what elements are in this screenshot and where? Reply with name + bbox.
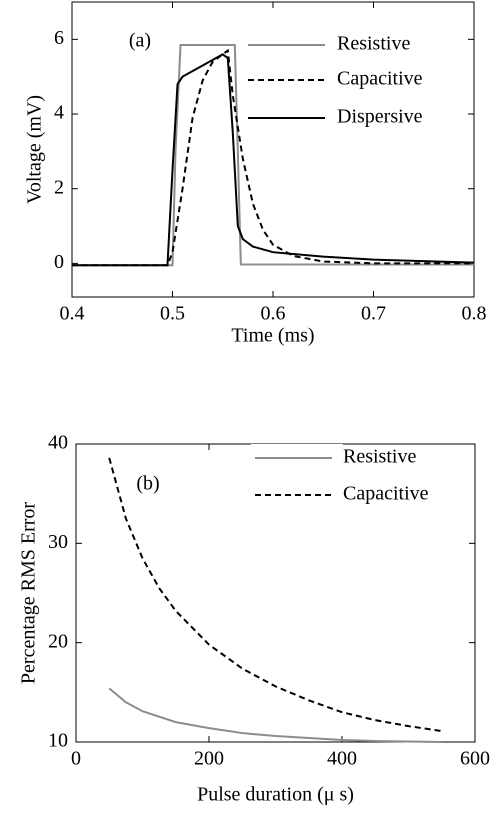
legend-label: Resistive [337,33,410,55]
y-tick-label: 30 [48,531,68,553]
x-tick-label: 0.4 [60,303,85,325]
x-tick-label: 0.7 [361,303,386,325]
x-tick-label: 0.8 [462,303,487,325]
y-tick-label: 20 [48,630,68,652]
x-tick-label: 0 [71,748,81,770]
x-axis-label: Pulse duration (μ s) [197,784,354,806]
y-tick-label: 0 [54,251,64,273]
y-tick-label: 6 [54,27,64,49]
data-line [72,53,475,267]
data-line [108,687,442,743]
x-tick-label: 0.6 [261,303,286,325]
annotation: (a) [129,30,151,52]
data-line [72,48,474,267]
y-tick-label: 4 [54,102,64,124]
y-tick-label: 2 [54,176,64,198]
y-axis-label: Voltage (mV) [24,95,46,204]
y-tick-label: 10 [48,730,68,752]
legend-label: Capacitive [337,68,423,90]
y-tick-label: 40 [48,432,68,454]
x-tick-label: 200 [194,748,224,770]
legend-label: Resistive [343,446,416,468]
y-axis-label: Percentage RMS Error [18,502,40,685]
annotation: (b) [136,473,159,495]
x-tick-label: 0.5 [160,303,185,325]
x-axis-label: Time (ms) [231,325,314,347]
legend-label: Capacitive [343,483,429,505]
data-line [72,43,474,267]
legend-label: Dispersive [337,106,423,128]
x-tick-label: 600 [460,748,490,770]
x-tick-label: 400 [327,748,357,770]
data-line [108,457,442,733]
